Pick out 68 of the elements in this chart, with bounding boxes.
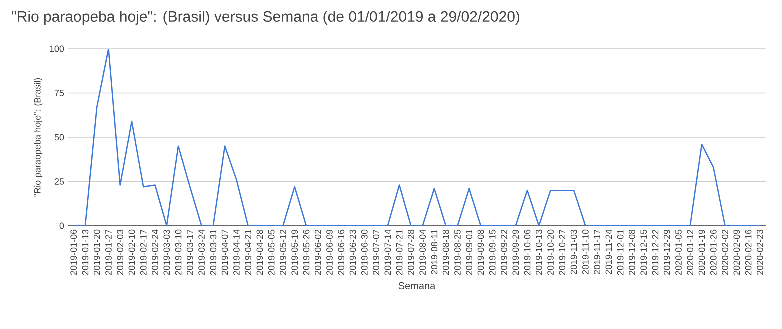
x-tick-label: 2019-07-21 — [396, 230, 403, 276]
y-tick-label: 75 — [54, 90, 64, 96]
x-tick-label: 2019-10-06 — [524, 230, 531, 276]
x-tick-label: 2019-03-24 — [198, 230, 205, 276]
x-tick-label: 2019-03-17 — [186, 230, 194, 276]
x-tick-label: 2019-11-24 — [606, 230, 612, 274]
x-tick-label: 2019-07-28 — [408, 230, 414, 276]
x-tick-label: 2019-10-27 — [559, 230, 566, 276]
x-tick-label: 2019-01-13 — [82, 230, 89, 276]
x-tick-label: 2019-02-17 — [140, 230, 147, 276]
x-tick-label: 2019-07-14 — [384, 230, 392, 276]
x-tick-label: 2019-04-14 — [234, 230, 240, 276]
y-axis-title: "Rio paraopeba hoje": (Brasil) — [34, 78, 43, 197]
x-tick-label: 2019-09-29 — [512, 230, 520, 276]
x-tick-label: 2019-10-13 — [536, 230, 542, 276]
chart-title: "Rio paraopeba hoje": (Brasil) versus Semana (de 01/01/2019 a 29/02/2020) — [12, 11, 520, 25]
y-tick-label: 25 — [54, 178, 64, 185]
x-tick-label: 2019-03-10 — [175, 230, 182, 276]
x-tick-label: 2019-11-03 — [570, 230, 578, 274]
x-tick-label: 2019-02-10 — [128, 230, 136, 276]
x-tick-label: 2020-01-12 — [687, 230, 694, 276]
y-tick-label: 50 — [54, 134, 64, 141]
x-tick-label: 2019-06-30 — [361, 230, 368, 276]
x-tick-label: 2019-09-01 — [466, 230, 473, 276]
x-tick-label: 2020-01-26 — [710, 230, 717, 276]
x-tick-label: 2019-10-20 — [548, 230, 554, 276]
x-tick-label: 2019-12-15 — [640, 230, 648, 276]
x-tick-label: 2019-05-05 — [268, 230, 275, 276]
x-tick-label: 2019-07-07 — [373, 230, 380, 276]
x-axis-title: Semana — [398, 282, 436, 290]
x-tick-label: 2020-02-23 — [756, 230, 764, 276]
y-tick-label: 100 — [50, 46, 64, 52]
x-tick-label: 2019-03-03 — [164, 230, 170, 276]
x-tick-label: 2019-09-08 — [478, 230, 484, 276]
x-tick-label: 2020-02-09 — [734, 230, 740, 276]
x-tick-label: 2019-08-04 — [420, 230, 426, 276]
x-tick-label: 2019-09-15 — [489, 230, 496, 276]
x-tick-label: 2019-12-01 — [617, 230, 624, 276]
x-tick-label: 2019-06-23 — [350, 230, 356, 276]
x-tick-label: 2019-04-28 — [256, 230, 264, 276]
x-tick-label: 2019-05-26 — [303, 230, 310, 276]
x-tick-label: 2020-02-02 — [722, 230, 728, 276]
x-tick-label: 2019-12-22 — [652, 230, 659, 276]
x-tick-label: 2019-02-24 — [152, 230, 158, 276]
x-tick-label: 2019-01-20 — [94, 230, 100, 276]
x-tick-label: 2019-05-12 — [280, 230, 286, 276]
x-tick-label: 2019-01-06 — [70, 230, 78, 276]
x-tick-label: 2020-01-19 — [698, 230, 706, 276]
x-tick-label: 2019-04-07 — [222, 230, 228, 276]
x-tick-label: 2019-08-25 — [454, 230, 461, 276]
x-tick-label: 2019-03-31 — [210, 230, 217, 276]
x-tick-label: 2019-11-10 — [582, 230, 589, 274]
x-tick-label: 2020-01-05 — [676, 230, 682, 276]
x-tick-label: 2020-02-16 — [745, 230, 752, 276]
x-tick-label: 2019-01-27 — [106, 230, 112, 276]
x-tick-label: 2019-12-08 — [629, 230, 636, 276]
x-tick-label: 2019-05-19 — [292, 230, 298, 276]
x-tick-label: 2019-08-18 — [442, 230, 450, 276]
y-tick-label: 0 — [60, 222, 64, 230]
x-tick-label: 2019-06-16 — [338, 230, 345, 276]
x-tick-label: 2019-08-11 — [431, 230, 438, 274]
x-tick-label: 2019-06-02 — [314, 230, 322, 276]
x-tick-label: 2019-09-22 — [501, 230, 508, 276]
x-tick-label: 2019-06-09 — [326, 230, 333, 276]
x-tick-label: 2019-04-21 — [245, 230, 252, 276]
x-tick-label: 2019-12-29 — [664, 230, 670, 276]
x-tick-label: 2019-02-03 — [117, 230, 124, 276]
x-tick-label: 2019-11-17 — [594, 230, 601, 274]
